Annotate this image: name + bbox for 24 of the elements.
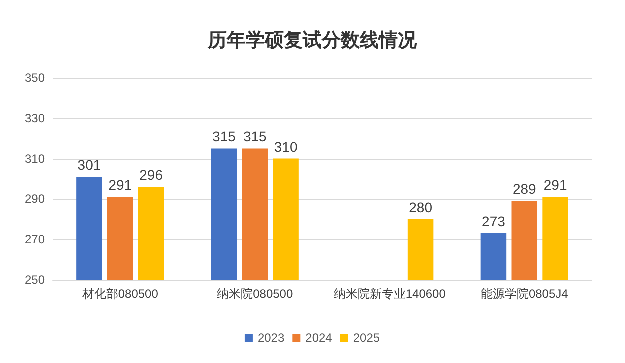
x-tick-label: 纳米院新专业140600: [334, 287, 446, 301]
y-tick-label: 270: [24, 232, 46, 247]
y-tick-label: 330: [24, 111, 46, 126]
data-label: 315: [212, 128, 236, 145]
data-label: 296: [140, 167, 164, 184]
y-tick-label: 350: [24, 71, 46, 85]
y-tick-label: 290: [24, 192, 46, 206]
chart-title: 历年学硕复试分数线情况: [207, 30, 418, 52]
data-label: 301: [78, 156, 102, 173]
data-label: 289: [512, 181, 537, 198]
legend-label: 2025: [353, 331, 380, 345]
data-label: 280: [409, 199, 433, 216]
x-tick-label: 材化部080500: [81, 287, 159, 301]
x-tick-label: 能源学院0805J4: [480, 287, 569, 301]
data-label: 273: [482, 214, 506, 230]
data-label: 310: [274, 138, 298, 155]
legend-label: 2024: [306, 331, 333, 345]
data-label: 315: [243, 128, 268, 145]
legend-label: 2023: [258, 331, 285, 345]
y-tick-label: 250: [24, 273, 46, 287]
data-label: 291: [108, 177, 132, 194]
data-label: 291: [544, 177, 568, 194]
y-tick-label: 310: [24, 152, 46, 166]
x-tick-label: 纳米院080500: [217, 287, 294, 301]
